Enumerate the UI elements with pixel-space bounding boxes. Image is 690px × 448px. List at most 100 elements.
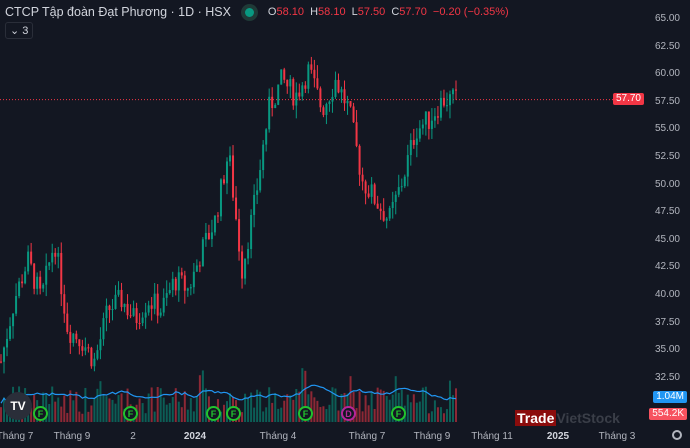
volume-bar: [436, 407, 439, 422]
candle-body: [241, 251, 244, 279]
candle-body: [280, 69, 283, 85]
candle-body: [421, 124, 424, 129]
time-tick: 2025: [546, 431, 570, 442]
volume-bar: [445, 409, 448, 422]
volume-bar: [412, 394, 415, 422]
volume-bar: [289, 395, 292, 422]
volume-bar: [364, 395, 367, 422]
candle-body: [455, 89, 457, 91]
candle-body: [189, 287, 192, 289]
earnings-event-icon[interactable]: F: [33, 406, 48, 421]
candle-body: [343, 89, 346, 104]
volume-bar: [268, 387, 271, 422]
volume-bar: [78, 411, 81, 422]
volume-bar: [301, 368, 304, 422]
volume-bar: [99, 381, 102, 422]
candle-body: [129, 315, 132, 317]
volume-bar: [126, 388, 129, 422]
candle-body: [111, 308, 114, 311]
low-label: L: [351, 6, 358, 18]
time-tick: Tháng 7: [0, 431, 34, 442]
tradingview-logo[interactable]: TV: [4, 392, 32, 420]
earnings-event-icon[interactable]: F: [391, 406, 406, 421]
candle-body: [451, 89, 454, 95]
candle-body: [388, 208, 391, 219]
candle-body: [207, 232, 210, 240]
indicators-collapse-button[interactable]: ⌄ 3: [5, 22, 34, 39]
candle-body: [358, 145, 361, 175]
candle-body: [222, 179, 225, 184]
candle-body: [415, 138, 418, 145]
candle-body: [0, 361, 2, 363]
earnings-event-icon[interactable]: F: [123, 406, 138, 421]
candle-body: [247, 249, 250, 259]
candle-body: [268, 96, 271, 130]
price-tick: 37.50: [654, 316, 680, 328]
candle-body: [271, 96, 274, 109]
volume-bar: [168, 403, 171, 422]
candle-body: [250, 214, 253, 250]
earnings-event-icon[interactable]: F: [206, 406, 221, 421]
candle-body: [283, 69, 286, 80]
candle-body: [27, 251, 30, 272]
last-price-badge: 57.70: [612, 93, 644, 105]
candle-body: [141, 317, 144, 324]
volume-bar: [51, 386, 54, 422]
candle-body: [292, 79, 295, 106]
volume-bar: [108, 398, 111, 422]
candle-body: [153, 293, 156, 309]
earnings-event-icon[interactable]: F: [298, 406, 313, 421]
volume-bar: [105, 396, 108, 422]
change-value: −0.20 (−0.35%): [432, 6, 509, 18]
candle-body: [373, 184, 376, 204]
candle-body: [442, 97, 445, 106]
volume-bar: [433, 400, 436, 422]
volume-bar: [30, 407, 33, 422]
price-tick: 62.50: [654, 40, 680, 52]
candle-body: [334, 79, 337, 97]
volume-bar: [280, 407, 283, 422]
candle-body: [186, 288, 189, 291]
volume-bar: [262, 411, 265, 422]
dividend-event-icon[interactable]: D: [341, 406, 356, 421]
volume-bar: [271, 402, 274, 422]
volume-bar: [45, 393, 48, 422]
volume-bar: [250, 392, 253, 422]
volume-bar: [442, 413, 445, 422]
volume-bar: [316, 400, 319, 422]
volume-bar: [274, 393, 277, 422]
low-value: 57.50: [357, 6, 386, 18]
candle-body: [162, 297, 165, 313]
candle-body: [87, 347, 90, 349]
volume-bar: [325, 409, 328, 422]
volume-bar: [195, 396, 198, 422]
volume-bar: [6, 411, 9, 422]
earnings-event-icon[interactable]: F: [226, 406, 241, 421]
candle-body: [168, 290, 171, 294]
open-label: O: [267, 6, 277, 18]
symbol-title[interactable]: CTCP Tập đoàn Đạt Phương · 1D · HSX: [5, 5, 231, 19]
candle-body: [117, 289, 120, 295]
volume-bar: [409, 402, 412, 422]
volume-bar: [66, 412, 69, 422]
volume-bar: [265, 407, 268, 422]
volume-bar: [382, 390, 385, 422]
candle-body: [367, 193, 370, 197]
volume-bar: [156, 386, 159, 422]
candle-body: [370, 184, 373, 197]
candle-body: [132, 308, 135, 316]
candle-body: [262, 144, 265, 171]
volume-bar: [358, 391, 361, 422]
time-tick: Tháng 9: [413, 431, 451, 442]
volume-bar: [93, 398, 96, 422]
volume-bar: [114, 403, 117, 422]
volume-bar: [219, 411, 222, 422]
candle-body: [120, 289, 123, 308]
candle-body: [406, 155, 409, 177]
candle-body: [6, 338, 9, 348]
candle-body: [382, 211, 385, 221]
volume-bar: [150, 387, 153, 422]
volume-bar: [283, 400, 286, 422]
settings-gear-icon[interactable]: [672, 430, 682, 440]
